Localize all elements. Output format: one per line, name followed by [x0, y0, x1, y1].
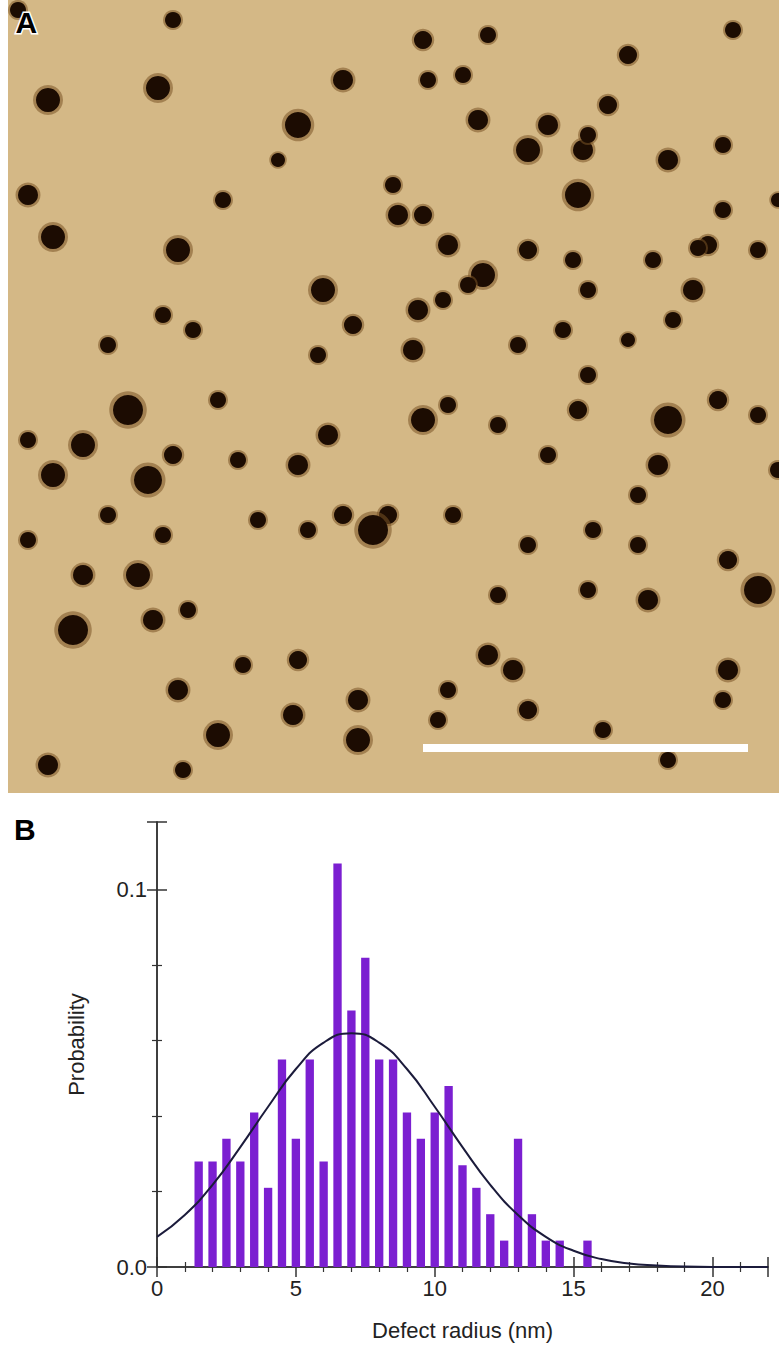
svg-text:0: 0: [151, 1276, 163, 1301]
svg-text:0.1: 0.1: [116, 877, 147, 902]
svg-text:15: 15: [561, 1276, 585, 1301]
svg-text:0.0: 0.0: [116, 1255, 147, 1280]
svg-text:Defect radius (nm): Defect radius (nm): [372, 1318, 553, 1343]
svg-text:20: 20: [700, 1276, 724, 1301]
svg-text:A: A: [16, 6, 38, 39]
svg-text:Probability: Probability: [64, 993, 89, 1096]
svg-text:5: 5: [290, 1276, 302, 1301]
svg-text:10: 10: [422, 1276, 446, 1301]
svg-text:B: B: [14, 813, 36, 846]
